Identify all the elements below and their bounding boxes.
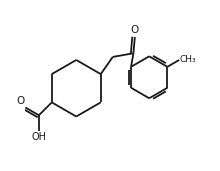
Text: O: O: [131, 25, 139, 35]
Text: OH: OH: [31, 132, 46, 142]
Text: O: O: [16, 96, 25, 106]
Text: CH₃: CH₃: [180, 55, 197, 64]
